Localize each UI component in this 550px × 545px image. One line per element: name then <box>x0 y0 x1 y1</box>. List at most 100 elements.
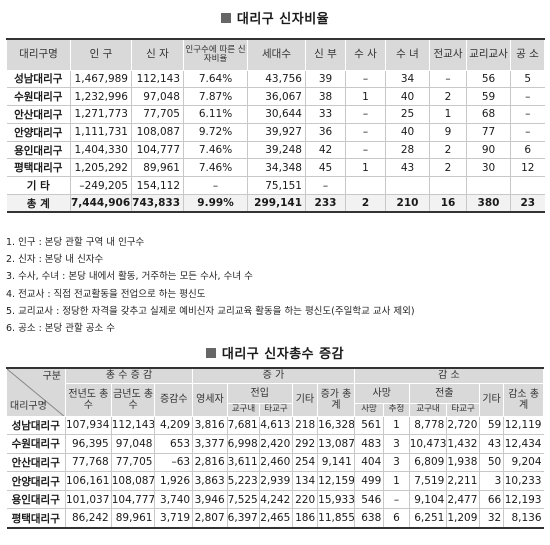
col-header: 대리구명 <box>6 38 71 71</box>
total-row: 총 계 7,444,906 743,833 9.99% 299,141 233 2 210 16… <box>6 194 545 213</box>
table-cell: 28 <box>385 141 430 160</box>
col-header: 전년도 총수 <box>64 382 112 417</box>
table-cell: 96,395 <box>65 434 112 454</box>
district-name: 성남대리구 <box>6 416 66 436</box>
footnote: 2. 신자 : 본당 내 신자수 <box>6 254 104 266</box>
table-cell: 1 <box>429 105 467 124</box>
table-cell: 1 <box>345 158 386 178</box>
footnotes: 1. 인구 : 본당 관할 구역 내 인구수 2. 신자 : 본당 내 신자수 … <box>6 234 415 337</box>
table-cell: 40 <box>385 123 430 142</box>
table-cell: 40 <box>385 87 430 107</box>
table-cell <box>345 176 386 196</box>
diagonal-divider <box>7 369 64 415</box>
district-name: 안산대리구 <box>6 453 66 473</box>
table-cell <box>466 176 511 196</box>
table-cell: 39 <box>305 70 346 89</box>
total-cell: 743,833 <box>131 194 184 213</box>
table-cell: 77 <box>466 123 511 142</box>
table-cell: 3,377 <box>192 434 228 454</box>
table-cell: 3,740 <box>154 490 194 510</box>
table-row: 안양대리구 106,161 108,087 1,926 3,863 5,223 2,939 1… <box>6 471 544 491</box>
table-cell: 16,328 <box>317 416 355 436</box>
table-cell: 7,681 <box>227 416 261 436</box>
table-cell: 104,777 <box>111 490 156 510</box>
col-header: 기타 <box>478 382 505 417</box>
table-cell: 10,233 <box>503 471 544 491</box>
table-row: 수원대리구 96,395 97,048 653 3,377 6,998 2,420 292 13… <box>6 434 544 454</box>
table-cell: 499 <box>354 471 385 491</box>
col-header: 전교사 <box>429 38 467 71</box>
col-header: 감소 총계 <box>503 382 544 417</box>
district-name: 기 타 <box>6 176 71 196</box>
footnote: 6. 공소 : 본당 관할 공소 수 <box>6 323 116 335</box>
total-cell: 233 <box>305 194 346 213</box>
table-cell: 10,473 <box>409 434 448 454</box>
table-cell: 13,087 <box>317 434 355 454</box>
table-cell: 43 <box>385 158 430 178</box>
col-header: 타교구 <box>259 402 293 417</box>
col-header: 교구내 <box>226 402 261 417</box>
table-cell: 561 <box>354 416 385 436</box>
table-cell: 653 <box>154 434 194 454</box>
col-header: 기타 <box>291 382 319 417</box>
table-cell: – <box>305 176 346 196</box>
col-header: 공 소 <box>510 38 545 71</box>
table-cell: 3,816 <box>192 416 228 436</box>
district-name: 수원대리구 <box>6 434 66 454</box>
table-cell: 4,209 <box>154 416 194 436</box>
table-cell: 25 <box>385 105 430 124</box>
table-cell: – <box>510 105 545 124</box>
col-header: 수 녀 <box>385 38 430 71</box>
believer-change-table: 구분 대리구명 총 수 증 감 증 가 감 소 전년도 총수 금년도 총수 증감… <box>6 367 545 529</box>
table-cell: 6,998 <box>227 434 261 454</box>
table-cell: 42 <box>305 141 346 160</box>
corner-label-bottom: 대리구명 <box>10 400 47 412</box>
col-header: 증감수 <box>154 382 194 417</box>
table-row: 용인대리구 1,404,330 104,777 7.46% 39,248 42–28 2 90… <box>6 141 545 160</box>
district-name: 성남대리구 <box>6 70 71 89</box>
col-header: 증가 총계 <box>317 382 355 417</box>
square-bullet-icon <box>220 13 231 23</box>
table-cell: 7.46% <box>183 141 248 160</box>
table-cell: 1 <box>383 416 410 436</box>
table-cell: 108,087 <box>111 471 156 491</box>
table-row: 안산대리구 77,768 77,705 –63 2,816 3,611 2,460 254 9,… <box>6 453 544 473</box>
table-cell: 5,223 <box>227 471 261 491</box>
district-name: 용인대리구 <box>6 490 66 510</box>
col-header: 세대수 <box>247 38 306 71</box>
table-row: 성남대리구 107,934 112,143 4,209 3,816 7,681 4,613 2… <box>6 416 544 436</box>
group-header: 증 가 <box>192 367 355 384</box>
table-cell: 104,777 <box>131 141 184 160</box>
table-cell: 9,141 <box>317 453 355 473</box>
total-cell: 7,444,906 <box>70 194 132 213</box>
table-cell: 483 <box>354 434 385 454</box>
table-cell: 254 <box>292 453 319 473</box>
table-cell: 12,193 <box>503 490 544 510</box>
district-name: 수원대리구 <box>6 87 71 107</box>
table-cell: 2,460 <box>259 453 293 473</box>
table-cell: 2,720 <box>446 416 480 436</box>
col-header: 영세자 <box>192 382 228 417</box>
table-cell: 50 <box>479 453 505 473</box>
table-cell: 2,420 <box>259 434 293 454</box>
table-cell: 3 <box>479 471 505 491</box>
table-cell: 12 <box>510 158 545 178</box>
table-cell: –63 <box>154 453 194 473</box>
table-cell: – <box>429 70 467 89</box>
table-row: 평택대리구 86,242 89,961 3,719 2,807 6,397 2,465 186… <box>6 508 544 529</box>
table-cell: 11,855 <box>317 508 355 529</box>
table-cell: 43 <box>479 434 505 454</box>
table-cell: 7,525 <box>227 490 261 510</box>
table-cell: 6 <box>383 508 410 529</box>
table-cell: 220 <box>292 490 319 510</box>
table-cell: 4,613 <box>259 416 293 436</box>
table-cell: 34 <box>385 70 430 89</box>
table-cell: 134 <box>292 471 319 491</box>
table-cell <box>510 176 545 196</box>
table-subheader-row: 전년도 총수 금년도 총수 증감수 영세자 전입 기타 증가 총계 사망 전출 … <box>7 382 544 417</box>
table-cell: 1,232,996 <box>70 87 132 107</box>
table-cell: 66 <box>479 490 505 510</box>
table-cell: 1,209 <box>446 508 480 529</box>
col-header: 교리교사 <box>466 38 511 71</box>
table-cell: 59 <box>466 87 511 107</box>
